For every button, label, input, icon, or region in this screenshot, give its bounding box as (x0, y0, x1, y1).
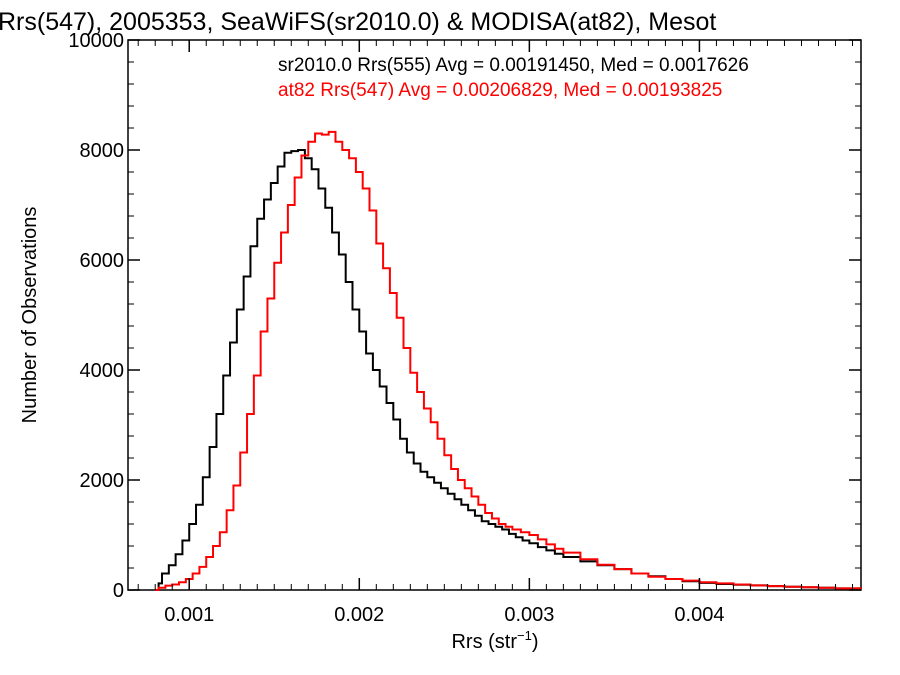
x-axis-title-close: ) (532, 631, 539, 653)
y-tick-label: 6000 (80, 250, 125, 272)
plot-frame (127, 39, 862, 591)
y-tick-label: 0 (113, 580, 124, 602)
x-axis: 0.001 0.002 0.003 0.004 (137, 40, 853, 626)
legend-label-sr2010: sr2010.0 Rrs(555) Avg = 0.00191450, Med … (278, 55, 749, 76)
y-axis: 0 2000 4000 6000 8000 10000 (68, 30, 861, 602)
x-tick-label: 0.002 (334, 604, 384, 626)
series-layer (155, 130, 862, 591)
y-tick-label: 2000 (80, 470, 125, 492)
y-tick-label: 10000 (68, 30, 124, 52)
plot-border (127, 39, 862, 591)
y-axis-title: Number of Observations (19, 207, 41, 424)
x-axis-title-text: Rrs (str (451, 631, 517, 653)
x-tick-label: 0.001 (164, 604, 214, 626)
x-axis-title: Rrs (str−1) (451, 628, 538, 653)
y-tick-label: 4000 (80, 360, 125, 382)
x-tick-label: 0.004 (674, 604, 724, 626)
legend-label-at82: at82 Rrs(547) Avg = 0.00206829, Med = 0.… (278, 80, 722, 101)
x-tick-label: 0.003 (504, 604, 554, 626)
chart-title: Rrs(547), 2005353, SeaWiFS(sr2010.0) & M… (0, 8, 716, 36)
x-axis-title-superscript: −1 (517, 628, 532, 643)
y-tick-label: 8000 (80, 140, 125, 162)
series-line-at82 (155, 130, 862, 591)
